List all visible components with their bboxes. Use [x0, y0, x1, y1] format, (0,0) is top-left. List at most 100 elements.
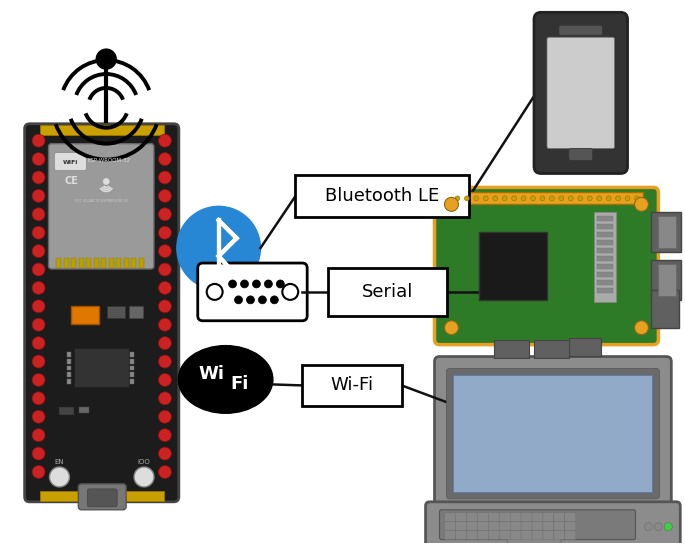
Bar: [138, 258, 144, 268]
Bar: [108, 306, 125, 318]
FancyBboxPatch shape: [440, 510, 636, 540]
Text: WiFi: WiFi: [63, 160, 78, 165]
Bar: [71, 306, 99, 324]
FancyBboxPatch shape: [554, 531, 565, 540]
Bar: [86, 258, 91, 268]
Text: Wi-Fi: Wi-Fi: [330, 376, 373, 394]
Bar: [64, 258, 69, 268]
Circle shape: [158, 134, 171, 147]
Text: ESP-WROOM-32: ESP-WROOM-32: [88, 158, 131, 163]
FancyBboxPatch shape: [477, 513, 488, 522]
FancyBboxPatch shape: [488, 513, 499, 522]
Bar: [130, 351, 134, 356]
Circle shape: [158, 355, 171, 368]
Circle shape: [158, 466, 171, 478]
Text: Bluetooth LE: Bluetooth LE: [325, 187, 439, 206]
Bar: [453, 375, 652, 492]
Circle shape: [587, 196, 593, 201]
Circle shape: [654, 523, 662, 531]
Circle shape: [158, 337, 171, 350]
FancyBboxPatch shape: [521, 513, 532, 522]
Bar: [131, 258, 136, 268]
Circle shape: [645, 523, 652, 531]
Circle shape: [158, 392, 171, 405]
Text: FCC ID:2AC7Z-ESPWROOM-32: FCC ID:2AC7Z-ESPWROOM-32: [75, 199, 127, 203]
Bar: [597, 288, 612, 293]
FancyBboxPatch shape: [445, 531, 456, 540]
FancyBboxPatch shape: [547, 37, 614, 149]
Circle shape: [521, 196, 526, 201]
Text: Serial: Serial: [362, 283, 414, 301]
Circle shape: [664, 523, 672, 531]
FancyBboxPatch shape: [466, 522, 477, 531]
Circle shape: [158, 281, 171, 294]
Circle shape: [158, 447, 171, 460]
Bar: [67, 351, 71, 356]
FancyBboxPatch shape: [565, 513, 576, 522]
Bar: [569, 338, 601, 356]
Circle shape: [616, 196, 621, 201]
Bar: [302, 364, 401, 406]
Circle shape: [258, 296, 266, 304]
Bar: [71, 258, 76, 268]
Circle shape: [32, 263, 45, 276]
Circle shape: [512, 196, 516, 201]
Ellipse shape: [178, 345, 273, 413]
Bar: [67, 358, 71, 363]
FancyBboxPatch shape: [554, 522, 565, 531]
Circle shape: [32, 300, 45, 313]
Circle shape: [158, 208, 171, 221]
FancyBboxPatch shape: [499, 513, 510, 522]
FancyBboxPatch shape: [466, 513, 477, 522]
Circle shape: [577, 196, 583, 201]
Circle shape: [32, 318, 45, 331]
Circle shape: [32, 134, 45, 147]
Bar: [94, 258, 99, 268]
Bar: [116, 258, 121, 268]
Bar: [658, 217, 676, 248]
Circle shape: [276, 280, 284, 288]
Circle shape: [531, 196, 536, 201]
FancyBboxPatch shape: [543, 522, 554, 531]
Circle shape: [32, 208, 45, 221]
Circle shape: [493, 196, 498, 201]
FancyBboxPatch shape: [55, 153, 86, 170]
Bar: [79, 258, 84, 268]
FancyBboxPatch shape: [521, 531, 532, 540]
FancyBboxPatch shape: [507, 531, 561, 544]
Circle shape: [445, 321, 458, 335]
Bar: [597, 232, 612, 237]
FancyBboxPatch shape: [499, 531, 510, 540]
Circle shape: [606, 196, 611, 201]
Circle shape: [247, 296, 254, 304]
FancyBboxPatch shape: [425, 502, 680, 544]
Bar: [597, 264, 612, 269]
FancyBboxPatch shape: [532, 531, 543, 540]
Bar: [651, 212, 682, 252]
Circle shape: [445, 197, 458, 211]
Circle shape: [464, 196, 469, 201]
Text: EN: EN: [55, 459, 64, 465]
Text: CE: CE: [64, 176, 78, 187]
Circle shape: [32, 466, 45, 478]
Bar: [594, 212, 616, 302]
Circle shape: [32, 226, 45, 239]
Circle shape: [134, 467, 154, 487]
Bar: [479, 232, 547, 300]
Bar: [597, 240, 612, 245]
Bar: [597, 272, 612, 277]
Bar: [123, 258, 129, 268]
Circle shape: [32, 429, 45, 442]
Circle shape: [540, 196, 545, 201]
Circle shape: [158, 300, 171, 313]
Circle shape: [158, 171, 171, 184]
Text: Fi: Fi: [230, 375, 249, 393]
FancyBboxPatch shape: [456, 531, 466, 540]
Circle shape: [177, 206, 260, 290]
Bar: [67, 373, 71, 378]
FancyBboxPatch shape: [543, 531, 554, 540]
Bar: [651, 290, 680, 327]
Bar: [40, 125, 164, 135]
Circle shape: [559, 196, 564, 201]
Bar: [597, 248, 612, 253]
